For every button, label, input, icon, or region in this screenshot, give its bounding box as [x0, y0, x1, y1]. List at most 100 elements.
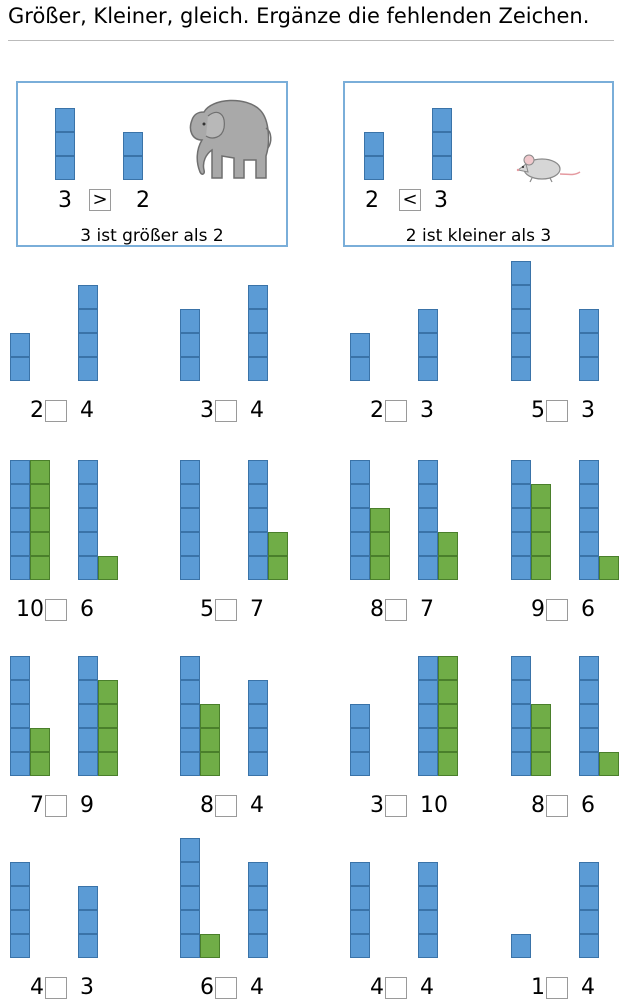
task-5-left-green-cube — [30, 556, 50, 580]
example-1-caption: 3 ist größer als 2 — [80, 226, 224, 246]
task-8-answer-box[interactable] — [546, 599, 568, 621]
task-11-right-blue-cube — [418, 728, 438, 752]
task-5-left-number: 10 — [16, 597, 44, 622]
task-7-left-blue-cube — [350, 556, 370, 580]
task-13-right-number: 3 — [80, 975, 94, 1000]
task-5-left-blue-cube — [10, 484, 30, 508]
task-14-right-blue-cube — [248, 934, 268, 958]
task-12-answer-box[interactable] — [546, 795, 568, 817]
title-divider — [8, 40, 614, 41]
task-5-left-green-cube — [30, 460, 50, 484]
task-16-right-blue-cube — [579, 934, 599, 958]
task-4-answer-box[interactable] — [546, 400, 568, 422]
task-7-left-green-cube — [370, 556, 390, 580]
task-12-right-blue-cube — [579, 752, 599, 776]
task-8-right-number: 6 — [581, 597, 595, 622]
example-2-right-blue-cube — [432, 156, 452, 180]
task-12-right-blue-cube — [579, 728, 599, 752]
task-13-left-blue-cube — [10, 886, 30, 910]
task-15-right-blue-cube — [418, 862, 438, 886]
task-7-answer-box[interactable] — [385, 599, 407, 621]
task-5-right-blue-cube — [78, 460, 98, 484]
example-2-right-blue-cube — [432, 108, 452, 132]
task-5-left-green-cube — [30, 484, 50, 508]
task-11-left-blue-cube — [350, 704, 370, 728]
task-9-right-blue-cube — [78, 656, 98, 680]
task-5-left-blue-cube — [10, 460, 30, 484]
task-8-left-blue-cube — [511, 508, 531, 532]
task-2-left-number: 3 — [200, 398, 214, 423]
task-3-answer-box[interactable] — [385, 400, 407, 422]
task-6-right-blue-cube — [248, 460, 268, 484]
task-9-left-blue-cube — [10, 656, 30, 680]
task-7-right-blue-cube — [418, 460, 438, 484]
task-6-left-blue-cube — [180, 508, 200, 532]
task-2-left-blue-cube — [180, 333, 200, 357]
task-15-answer-box[interactable] — [385, 977, 407, 999]
task-12-right-blue-cube — [579, 656, 599, 680]
task-13-right-blue-cube — [78, 886, 98, 910]
task-9-left-blue-cube — [10, 704, 30, 728]
task-5-left-blue-cube — [10, 556, 30, 580]
task-9-left-number: 7 — [30, 793, 44, 818]
task-5-answer-box[interactable] — [45, 599, 67, 621]
task-15-right-blue-cube — [418, 910, 438, 934]
task-1-answer-box[interactable] — [45, 400, 67, 422]
task-9-left-blue-cube — [10, 752, 30, 776]
task-2-left-blue-cube — [180, 309, 200, 333]
task-7-right-blue-cube — [418, 484, 438, 508]
task-10-left-blue-cube — [180, 752, 200, 776]
task-6-left-number: 5 — [200, 597, 214, 622]
task-8-left-blue-cube — [511, 532, 531, 556]
task-5-right-blue-cube — [78, 532, 98, 556]
task-8-left-blue-cube — [511, 484, 531, 508]
task-10-right-blue-cube — [248, 752, 268, 776]
task-4-left-blue-cube — [511, 357, 531, 381]
task-11-right-green-cube — [438, 704, 458, 728]
task-7-left-blue-cube — [350, 532, 370, 556]
task-11-right-green-cube — [438, 680, 458, 704]
task-14-right-number: 4 — [250, 975, 264, 1000]
task-16-answer-box[interactable] — [546, 977, 568, 999]
task-9-right-green-cube — [98, 704, 118, 728]
task-8-left-number: 9 — [531, 597, 545, 622]
task-10-right-blue-cube — [248, 680, 268, 704]
task-7-left-number: 8 — [370, 597, 384, 622]
example-2-left-blue-cube — [364, 132, 384, 156]
task-6-right-green-cube — [268, 556, 288, 580]
task-3-left-blue-cube — [350, 357, 370, 381]
task-2-right-blue-cube — [248, 309, 268, 333]
task-10-left-blue-cube — [180, 728, 200, 752]
task-11-answer-box[interactable] — [385, 795, 407, 817]
task-4-left-number: 5 — [531, 398, 545, 423]
task-8-left-blue-cube — [511, 460, 531, 484]
task-1-left-blue-cube — [10, 357, 30, 381]
mouse-icon — [516, 154, 581, 183]
task-10-left-green-cube — [200, 728, 220, 752]
task-8-left-green-cube — [531, 508, 551, 532]
task-9-right-blue-cube — [78, 680, 98, 704]
task-9-answer-box[interactable] — [45, 795, 67, 817]
task-16-left-blue-cube — [511, 934, 531, 958]
task-10-left-green-cube — [200, 752, 220, 776]
task-6-left-blue-cube — [180, 484, 200, 508]
task-14-answer-box[interactable] — [215, 977, 237, 999]
task-11-right-green-cube — [438, 752, 458, 776]
task-13-answer-box[interactable] — [45, 977, 67, 999]
task-6-answer-box[interactable] — [215, 599, 237, 621]
task-2-answer-box[interactable] — [215, 400, 237, 422]
task-14-left-blue-cube — [180, 886, 200, 910]
task-10-right-blue-cube — [248, 704, 268, 728]
task-13-left-number: 4 — [30, 975, 44, 1000]
task-8-right-blue-cube — [579, 508, 599, 532]
task-7-left-green-cube — [370, 532, 390, 556]
task-12-left-blue-cube — [511, 680, 531, 704]
task-7-right-blue-cube — [418, 556, 438, 580]
task-15-right-number: 4 — [420, 975, 434, 1000]
task-10-answer-box[interactable] — [215, 795, 237, 817]
task-11-right-blue-cube — [418, 656, 438, 680]
task-5-right-blue-cube — [78, 508, 98, 532]
example-2-left-blue-cube — [364, 156, 384, 180]
task-9-left-green-cube — [30, 752, 50, 776]
task-5-right-number: 6 — [80, 597, 94, 622]
